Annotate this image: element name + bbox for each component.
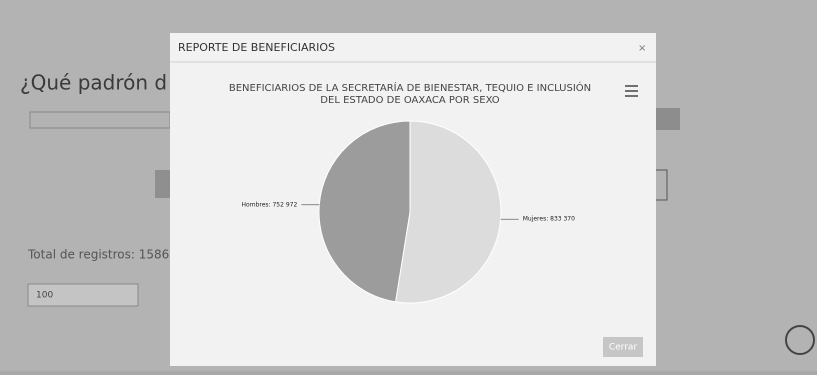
data-label: Hombres: 752 972 xyxy=(242,201,298,208)
close-icon[interactable]: × xyxy=(638,43,646,54)
button[interactable] xyxy=(650,108,680,130)
menu-icon[interactable] xyxy=(625,85,638,97)
total-records: Total de registros: 1586 xyxy=(27,248,169,262)
close-button-label: Cerrar xyxy=(609,343,638,353)
chart-title: DEL ESTADO DE OAXACA POR SEXO xyxy=(320,95,500,106)
pie-slice xyxy=(394,120,502,304)
chart-title: BENEFICIARIOS DE LA SECRETARÍA DE BIENES… xyxy=(229,81,591,94)
close-button[interactable] xyxy=(603,337,643,357)
page-heading: ¿Qué padrón d xyxy=(20,71,167,95)
modal-title: REPORTE DE BENEFICIARIOS xyxy=(178,41,335,54)
pie-slice xyxy=(318,120,411,303)
data-label: Mujeres: 833 370 xyxy=(523,216,575,223)
page-size: 100 xyxy=(36,291,53,301)
page-size-select[interactable] xyxy=(27,283,139,307)
accessibility-icon[interactable] xyxy=(785,325,815,355)
